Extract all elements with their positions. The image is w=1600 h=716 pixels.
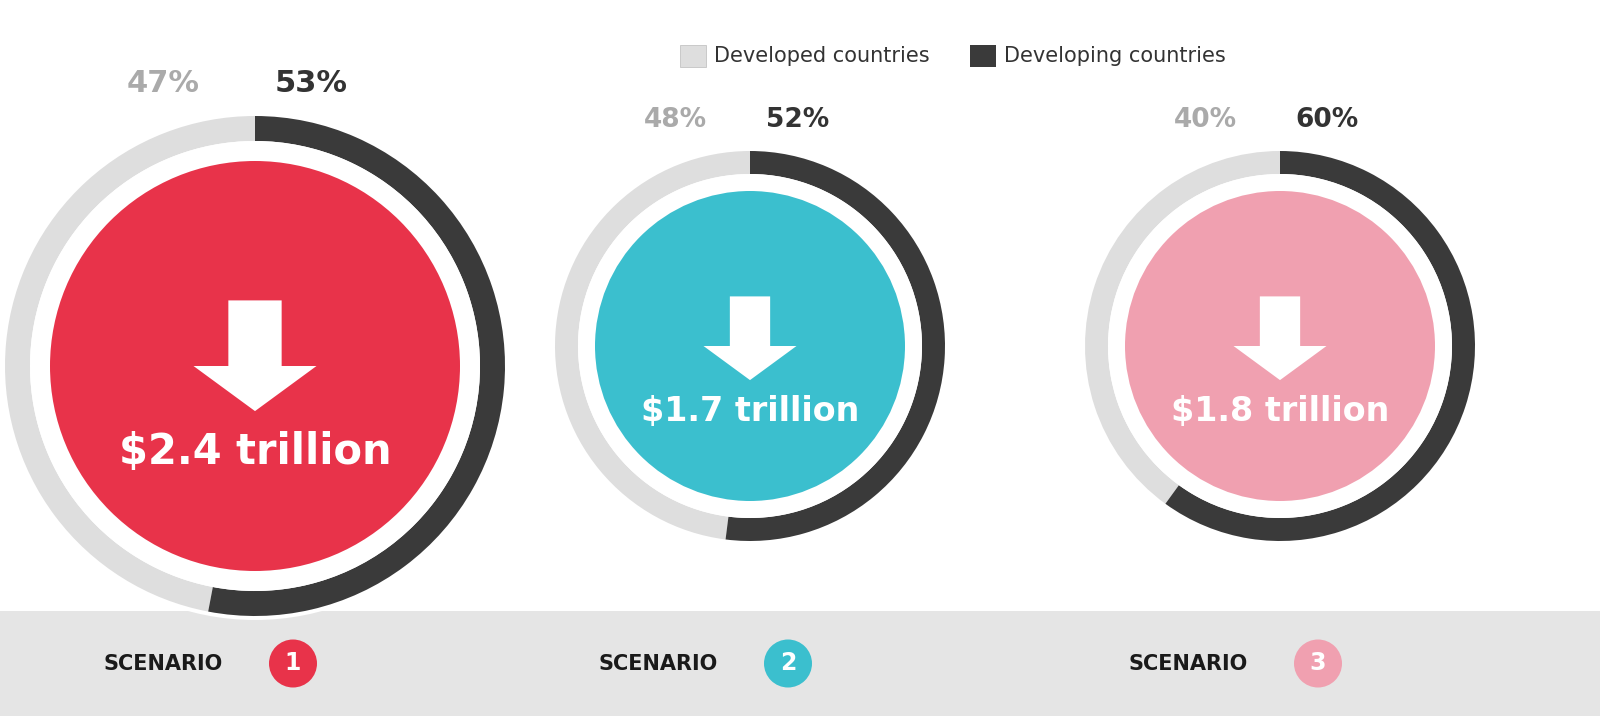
- Circle shape: [30, 141, 480, 591]
- Text: SCENARIO: SCENARIO: [1128, 654, 1248, 674]
- Text: $2.4 trillion: $2.4 trillion: [118, 431, 392, 473]
- Text: 60%: 60%: [1296, 107, 1358, 133]
- Text: Developed countries: Developed countries: [714, 46, 930, 66]
- Text: $1.7 trillion: $1.7 trillion: [642, 395, 859, 427]
- Text: Developing countries: Developing countries: [1005, 46, 1226, 66]
- Text: 1: 1: [285, 652, 301, 675]
- Circle shape: [578, 174, 922, 518]
- Text: SCENARIO: SCENARIO: [104, 654, 222, 674]
- Circle shape: [1107, 174, 1453, 518]
- Polygon shape: [1234, 296, 1326, 380]
- Text: 3: 3: [1310, 652, 1326, 675]
- Circle shape: [50, 161, 461, 571]
- Circle shape: [550, 147, 949, 545]
- Text: 53%: 53%: [275, 69, 349, 98]
- Circle shape: [765, 639, 813, 687]
- Bar: [970, 45, 995, 67]
- Circle shape: [2, 112, 509, 620]
- Circle shape: [269, 639, 317, 687]
- Wedge shape: [725, 151, 946, 541]
- Wedge shape: [1165, 151, 1475, 541]
- Text: 2: 2: [779, 652, 797, 675]
- Circle shape: [1125, 191, 1435, 501]
- Wedge shape: [1085, 151, 1280, 504]
- Circle shape: [1294, 639, 1342, 687]
- Text: 48%: 48%: [643, 107, 707, 133]
- Text: 47%: 47%: [126, 69, 200, 98]
- Bar: [680, 45, 706, 67]
- Text: $1.8 trillion: $1.8 trillion: [1171, 395, 1389, 427]
- Wedge shape: [208, 116, 506, 616]
- Wedge shape: [555, 151, 750, 539]
- Text: SCENARIO: SCENARIO: [598, 654, 718, 674]
- Polygon shape: [194, 301, 317, 411]
- Wedge shape: [5, 116, 254, 611]
- Bar: [0, 611, 1600, 716]
- Text: 40%: 40%: [1174, 107, 1237, 133]
- Circle shape: [1082, 147, 1478, 545]
- Polygon shape: [704, 296, 797, 380]
- Text: 52%: 52%: [766, 107, 829, 133]
- Circle shape: [595, 191, 906, 501]
